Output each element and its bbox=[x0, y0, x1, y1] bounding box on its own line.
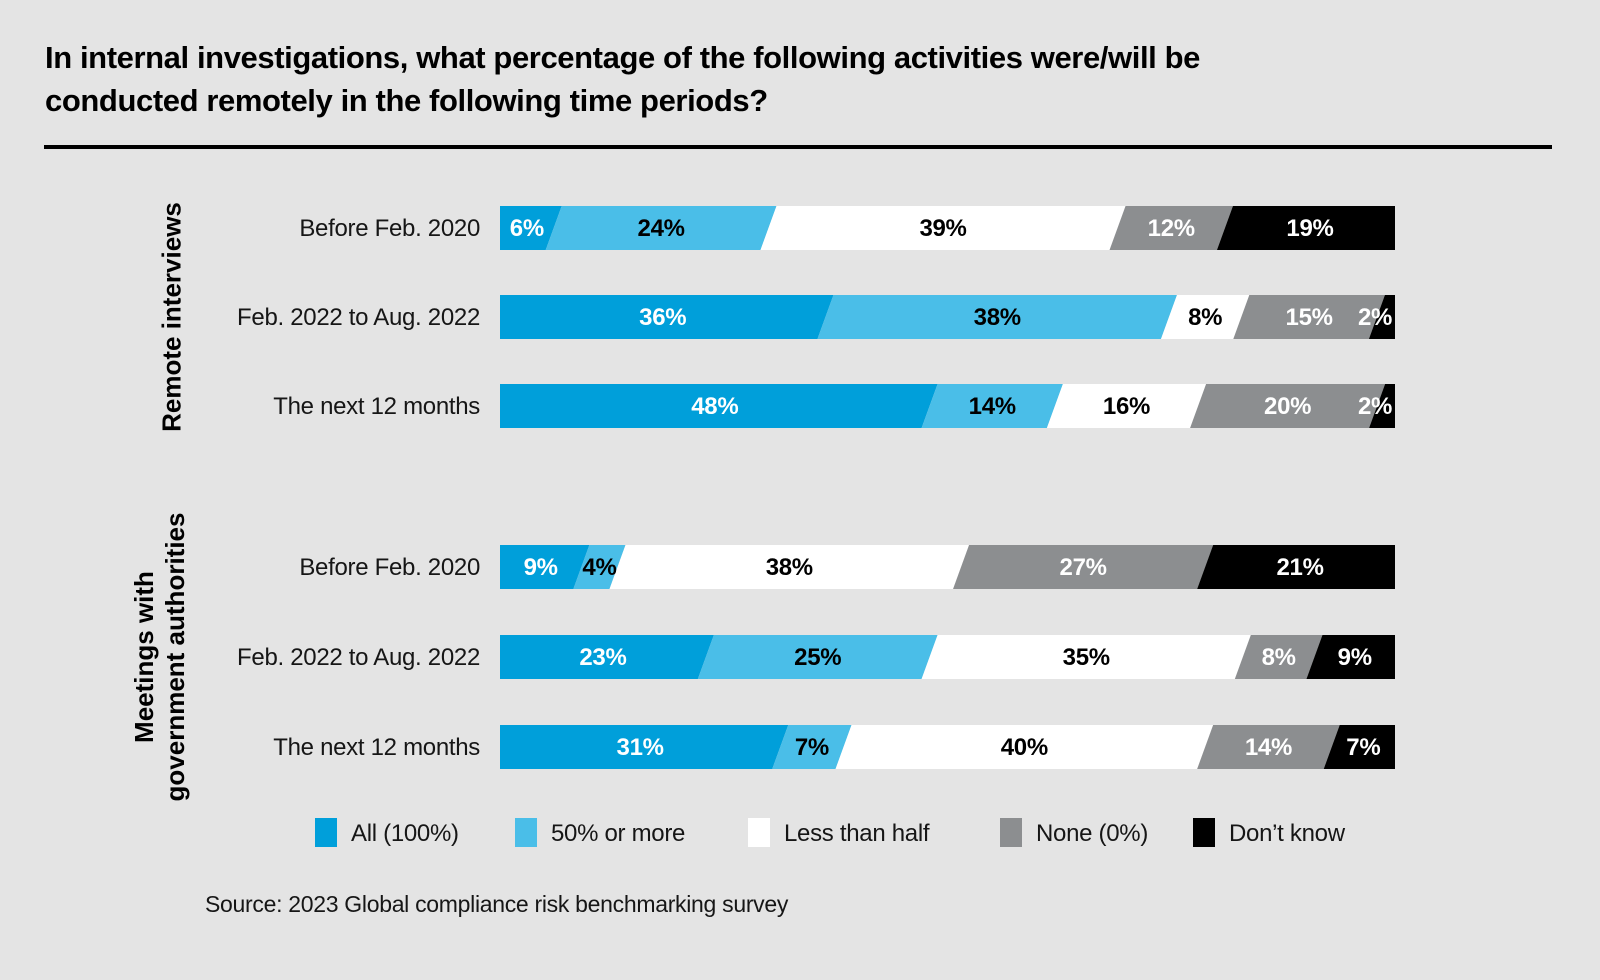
legend-swatch bbox=[1193, 818, 1215, 847]
bar-segment bbox=[500, 384, 938, 428]
bar-segment bbox=[921, 635, 1251, 679]
segment-value-label: 39% bbox=[919, 215, 967, 242]
segment-value-label: 23% bbox=[579, 644, 627, 671]
row-label: Before Feb. 2020 bbox=[299, 215, 480, 242]
segment-value-label: 14% bbox=[1244, 734, 1292, 761]
segment-value-label: 27% bbox=[1059, 554, 1107, 581]
segment-value-label: 31% bbox=[616, 734, 664, 761]
bar-segment bbox=[1306, 635, 1395, 679]
segment-value-label: 7% bbox=[794, 734, 829, 761]
segment-value-label: 7% bbox=[1346, 734, 1381, 761]
bar-segment bbox=[609, 545, 970, 589]
chart-title-line1: In internal investigations, what percent… bbox=[45, 40, 1200, 75]
bar-segment bbox=[953, 545, 1214, 589]
segment-value-label: 48% bbox=[691, 393, 739, 420]
segment-value-label: 40% bbox=[1000, 734, 1048, 761]
bar-segment bbox=[500, 635, 714, 679]
bar-row: 48% 14% 16% 20% 2% bbox=[500, 384, 1395, 428]
segment-value-label: 8% bbox=[1188, 304, 1223, 331]
bar-shape bbox=[500, 635, 1395, 679]
bar-segment bbox=[1160, 295, 1250, 339]
bar-segment bbox=[500, 295, 834, 339]
legend-swatch bbox=[315, 818, 337, 847]
bar-segment bbox=[1109, 206, 1233, 250]
bar-row: 36% 38% 8% 15% 2% bbox=[500, 295, 1395, 339]
segment-value-label: 38% bbox=[765, 554, 813, 581]
segment-value-label: 21% bbox=[1276, 554, 1324, 581]
row-label: Before Feb. 2020 bbox=[299, 554, 480, 581]
legend-label: Less than half bbox=[784, 820, 930, 847]
bar-shape bbox=[500, 206, 1395, 250]
bar-segment bbox=[1369, 384, 1395, 428]
bar-segment bbox=[545, 206, 777, 250]
bar-segment bbox=[1323, 725, 1395, 769]
row-label: Feb. 2022 to Aug. 2022 bbox=[237, 304, 480, 331]
segment-value-label: 12% bbox=[1147, 215, 1195, 242]
legend-item: All (100%) bbox=[315, 818, 459, 847]
segment-value-label: 8% bbox=[1261, 644, 1296, 671]
bar-segment bbox=[500, 206, 562, 250]
bar-segment bbox=[835, 725, 1214, 769]
bar-segment bbox=[1216, 206, 1395, 250]
segment-value-label: 35% bbox=[1062, 644, 1110, 671]
segment-value-label: 38% bbox=[973, 304, 1021, 331]
row-label: The next 12 months bbox=[273, 393, 480, 420]
segment-value-label: 2% bbox=[1357, 304, 1393, 331]
bar-segment bbox=[500, 545, 590, 589]
bar-segment bbox=[1190, 384, 1386, 428]
legend-label: None (0%) bbox=[1036, 820, 1149, 847]
bar-shape bbox=[500, 725, 1395, 769]
segment-value-label: 4% bbox=[582, 554, 617, 581]
bar-shape bbox=[500, 295, 1395, 339]
bar-segment bbox=[500, 725, 789, 769]
chart-title-line2: conducted remotely in the following time… bbox=[45, 83, 768, 118]
bar-segment bbox=[817, 295, 1177, 339]
bar-row: 31% 7% 40% 14% 7% bbox=[500, 725, 1395, 769]
source-note: Source: 2023 Global compliance risk benc… bbox=[205, 891, 789, 917]
bar-segment bbox=[1046, 384, 1207, 428]
row-label: Feb. 2022 to Aug. 2022 bbox=[237, 644, 480, 671]
legend-item: Less than half bbox=[748, 818, 930, 847]
legend-item: None (0%) bbox=[1000, 818, 1148, 847]
segment-value-label: 14% bbox=[968, 393, 1016, 420]
bar-segment bbox=[1233, 295, 1385, 339]
legend-item: 50% or more bbox=[515, 818, 685, 847]
segment-value-label: 6% bbox=[509, 215, 544, 242]
bar-segment bbox=[772, 725, 852, 769]
title-divider-rule bbox=[44, 145, 1552, 149]
bar-segment bbox=[760, 206, 1126, 250]
bar-row: 23% 25% 35% 8% 9% bbox=[500, 635, 1395, 679]
row-label: The next 12 months bbox=[273, 734, 480, 761]
legend-label: 50% or more bbox=[551, 820, 686, 847]
bar-segment bbox=[1234, 635, 1323, 679]
segment-value-label: 19% bbox=[1286, 215, 1334, 242]
segment-value-label: 36% bbox=[639, 304, 687, 331]
bar-segment bbox=[1197, 725, 1340, 769]
legend-label: Don’t know bbox=[1229, 820, 1345, 847]
bar-shape bbox=[500, 384, 1395, 428]
segment-value-label: 24% bbox=[637, 215, 685, 242]
legend-swatch bbox=[1000, 818, 1022, 847]
segment-value-label: 16% bbox=[1102, 393, 1151, 420]
segment-value-label: 15% bbox=[1285, 304, 1333, 331]
segment-value-label: 9% bbox=[1337, 644, 1372, 671]
segment-value-label: 25% bbox=[794, 644, 842, 671]
bar-segment bbox=[697, 635, 938, 679]
bar-shape bbox=[500, 545, 1395, 589]
bar-segment bbox=[1197, 545, 1395, 589]
legend-label: All (100%) bbox=[351, 820, 459, 847]
bar-row: 6% 24% 39% 12% 19% bbox=[500, 206, 1395, 250]
bar-segment bbox=[1368, 295, 1395, 339]
bar-segment bbox=[573, 545, 626, 589]
segment-value-label: 9% bbox=[523, 554, 558, 581]
segment-value-label: 2% bbox=[1357, 393, 1393, 420]
chart-title: In internal investigations, what percent… bbox=[45, 36, 1565, 122]
legend-swatch bbox=[748, 818, 770, 847]
legend-item: Don’t know bbox=[1193, 818, 1345, 847]
legend-swatch bbox=[515, 818, 537, 847]
bar-segment bbox=[921, 384, 1063, 428]
segment-value-label: 20% bbox=[1264, 393, 1312, 420]
bar-row: 9% 4% 38% 27% 21% bbox=[500, 545, 1395, 589]
